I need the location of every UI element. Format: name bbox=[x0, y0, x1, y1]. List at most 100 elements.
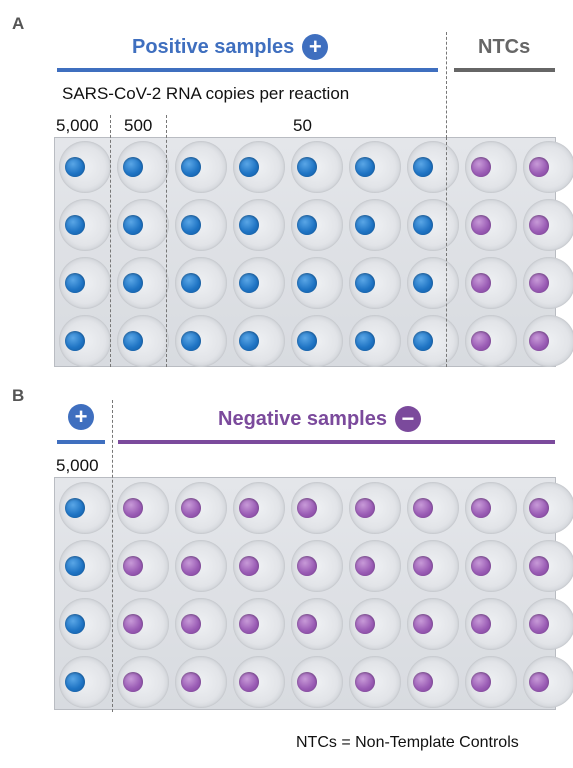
plate-b-well bbox=[233, 656, 285, 708]
plus-icon: + bbox=[302, 34, 329, 60]
plate-b-purple-sample bbox=[181, 614, 201, 634]
plate-a-blue-sample bbox=[297, 157, 317, 177]
plate-b-purple-sample bbox=[123, 614, 143, 634]
plate-b-well bbox=[117, 482, 169, 534]
plate-b-purple-sample bbox=[471, 672, 491, 692]
plate-a-blue-sample bbox=[65, 215, 85, 235]
plate-b-blue-sample bbox=[65, 556, 85, 576]
plate-b-purple-sample bbox=[297, 614, 317, 634]
plate-b-well bbox=[523, 540, 573, 592]
divider-control-b bbox=[112, 400, 113, 712]
plate-b-purple-sample bbox=[239, 498, 259, 518]
plate-b-well bbox=[523, 598, 573, 650]
plate-a-well bbox=[407, 315, 459, 367]
plate-a-well bbox=[523, 257, 573, 309]
plate-a-well bbox=[465, 141, 517, 193]
plate-b-purple-sample bbox=[297, 556, 317, 576]
plate-b-purple-sample bbox=[239, 614, 259, 634]
plate-a-blue-sample bbox=[413, 273, 433, 293]
plate-b-well bbox=[465, 598, 517, 650]
plate-a-blue-sample bbox=[123, 273, 143, 293]
plate-a-well bbox=[291, 141, 343, 193]
plate-b-well bbox=[407, 598, 459, 650]
plate-a-blue-sample bbox=[239, 331, 259, 351]
plate-b-well bbox=[117, 598, 169, 650]
plate-b-well bbox=[175, 482, 227, 534]
negative-samples-bar bbox=[118, 440, 555, 444]
negative-samples-title: Negative samples bbox=[218, 407, 387, 430]
plate-b-purple-sample bbox=[297, 672, 317, 692]
plate-b-purple-sample bbox=[471, 556, 491, 576]
plate-b-well bbox=[349, 540, 401, 592]
plate-a-blue-sample bbox=[181, 157, 201, 177]
plate-b-well bbox=[117, 540, 169, 592]
plate-a-well bbox=[465, 315, 517, 367]
positive-samples-bar bbox=[57, 68, 438, 72]
copies-per-reaction-label: SARS-CoV-2 RNA copies per reaction bbox=[62, 84, 350, 103]
plate-a-well bbox=[175, 257, 227, 309]
plate-b-well bbox=[407, 482, 459, 534]
plate-b-purple-sample bbox=[123, 556, 143, 576]
panel-a-letter: A bbox=[12, 14, 25, 33]
plate-a-blue-sample bbox=[297, 273, 317, 293]
plate-b-well bbox=[233, 482, 285, 534]
plate-a-well bbox=[59, 257, 111, 309]
plate-b-purple-sample bbox=[297, 498, 317, 518]
plate-b-well bbox=[465, 540, 517, 592]
plate-b-purple-sample bbox=[529, 556, 549, 576]
plate-a-well bbox=[407, 141, 459, 193]
positive-samples-title: Positive samples bbox=[132, 35, 295, 58]
plate-b-purple-sample bbox=[123, 672, 143, 692]
dose-label-50: 50 bbox=[293, 116, 312, 135]
plate-b-purple-sample bbox=[123, 498, 143, 518]
plate-b-well bbox=[291, 656, 343, 708]
plate-a-well bbox=[465, 257, 517, 309]
plate-a-well bbox=[175, 141, 227, 193]
plate-a bbox=[54, 137, 573, 367]
plate-a-blue-sample bbox=[181, 215, 201, 235]
dose-label-500: 500 bbox=[124, 116, 153, 135]
plate-b-well bbox=[59, 656, 111, 708]
plate-b-well bbox=[175, 598, 227, 650]
ntc-divider-top bbox=[446, 32, 447, 138]
ntcs-bar bbox=[454, 68, 555, 72]
plate-a-well bbox=[349, 141, 401, 193]
plate-b-well bbox=[349, 656, 401, 708]
footer-note: NTCs = Non-Template Controls bbox=[296, 734, 519, 751]
plate-b-purple-sample bbox=[413, 556, 433, 576]
plate-a-blue-sample bbox=[65, 273, 85, 293]
ntc-divider-plate bbox=[446, 137, 447, 367]
plate-b-purple-sample bbox=[355, 614, 375, 634]
plate-b-purple-sample bbox=[355, 498, 375, 518]
plate-a-well bbox=[291, 315, 343, 367]
plate-b-well bbox=[407, 540, 459, 592]
plate-a-blue-sample bbox=[65, 331, 85, 351]
plate-b-well bbox=[59, 540, 111, 592]
plate-b-blue-sample bbox=[65, 614, 85, 634]
plate-b-purple-sample bbox=[355, 556, 375, 576]
plate-b-well bbox=[523, 482, 573, 534]
plate-a-blue-sample bbox=[355, 273, 375, 293]
plate-a-well bbox=[407, 199, 459, 251]
plate-a-well bbox=[59, 141, 111, 193]
plate-b-purple-sample bbox=[529, 614, 549, 634]
plate-a-blue-sample bbox=[239, 273, 259, 293]
plate-b bbox=[54, 477, 573, 710]
plate-a-well bbox=[233, 141, 285, 193]
plate-a-blue-sample bbox=[181, 273, 201, 293]
plate-b-well bbox=[465, 482, 517, 534]
plate-b-well bbox=[175, 540, 227, 592]
plate-a-blue-sample bbox=[123, 157, 143, 177]
plate-b-purple-sample bbox=[413, 614, 433, 634]
plate-a-blue-sample bbox=[297, 215, 317, 235]
plate-a-well bbox=[291, 199, 343, 251]
plate-a-blue-sample bbox=[355, 331, 375, 351]
plate-b-well bbox=[117, 656, 169, 708]
plate-b-well bbox=[175, 656, 227, 708]
plate-b-well bbox=[59, 482, 111, 534]
plate-b-well bbox=[349, 482, 401, 534]
plate-a-well bbox=[59, 315, 111, 367]
plate-b-blue-sample bbox=[65, 498, 85, 518]
plate-a-well bbox=[175, 199, 227, 251]
plate-a-well bbox=[349, 315, 401, 367]
